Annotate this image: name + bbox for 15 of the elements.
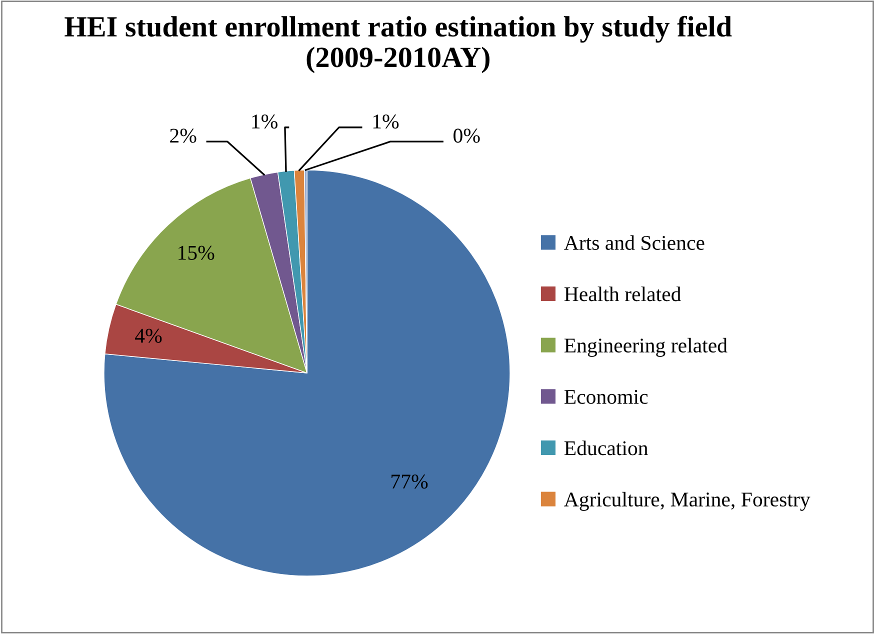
legend-label: Agriculture, Marine, Forestry bbox=[564, 492, 810, 511]
data-label: 4% bbox=[135, 328, 162, 343]
data-label: 0% bbox=[454, 128, 480, 143]
legend-label: Engineering related bbox=[564, 338, 728, 357]
data-label: 77% bbox=[392, 474, 428, 489]
chart-title: HEI student enrollment ratio estination by study field (2009-2010AY) bbox=[64, 16, 732, 74]
pie-slice bbox=[104, 170, 510, 576]
data-label: 2% bbox=[170, 128, 196, 143]
data-label: 1% bbox=[373, 114, 399, 129]
data-label: 1% bbox=[252, 114, 278, 129]
legend-label: Economic bbox=[564, 390, 648, 404]
legend-label: Health related bbox=[564, 286, 682, 302]
legend-label: Education bbox=[564, 440, 648, 456]
legend-label: Arts and Science bbox=[564, 235, 704, 250]
data-label: 15% bbox=[178, 246, 214, 260]
